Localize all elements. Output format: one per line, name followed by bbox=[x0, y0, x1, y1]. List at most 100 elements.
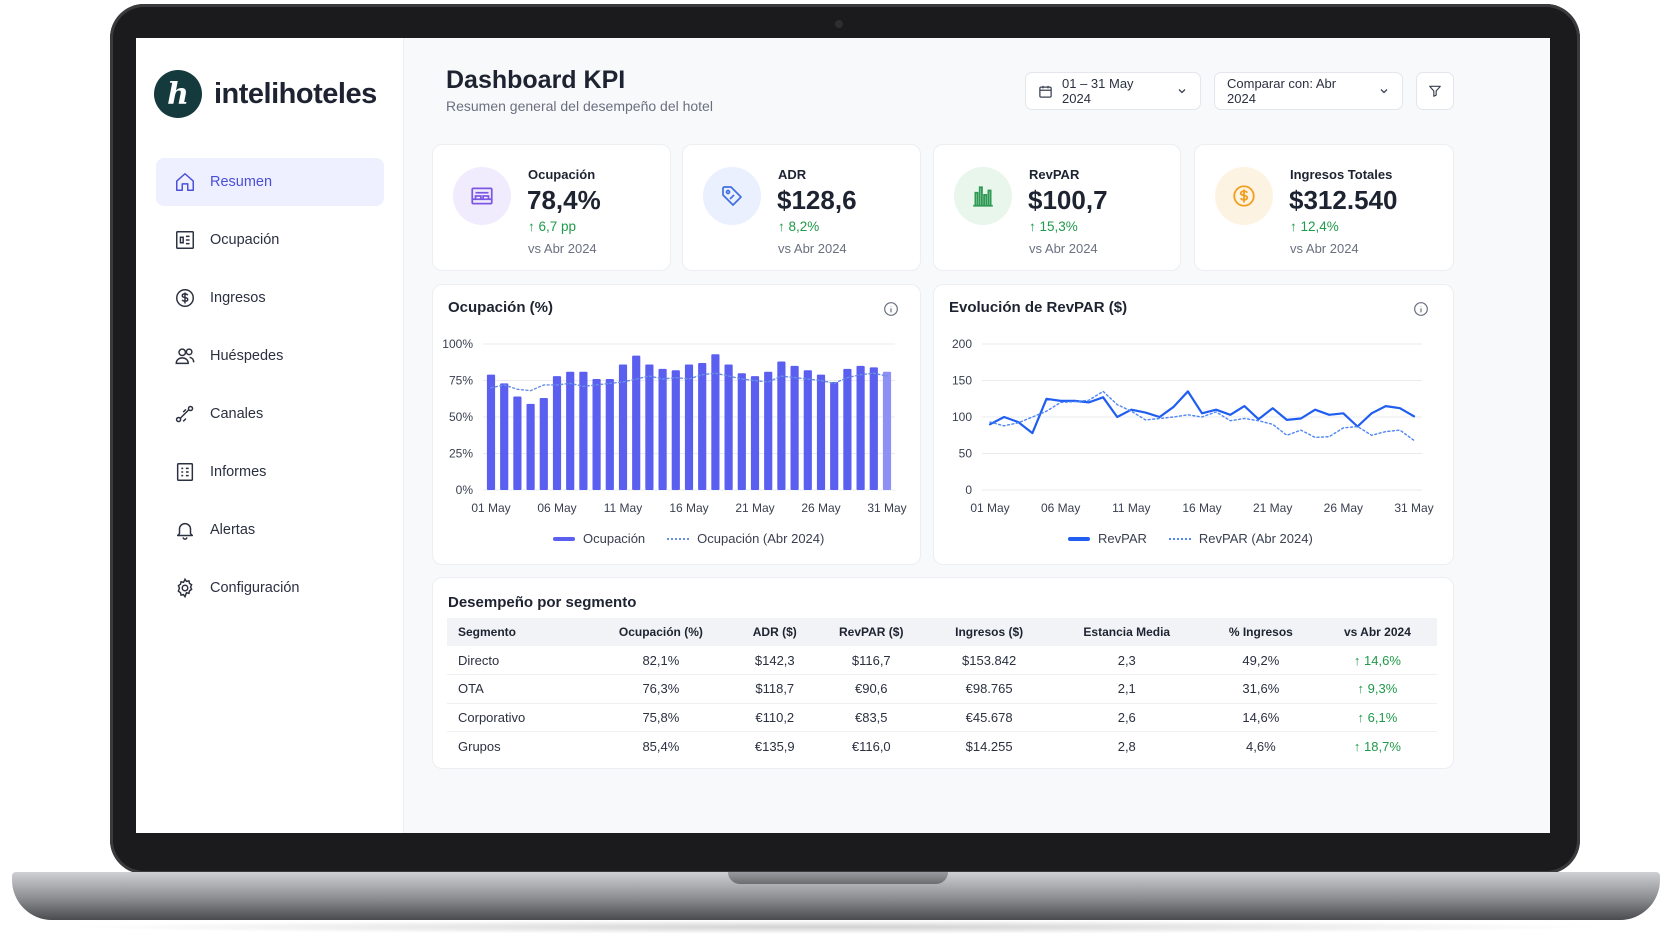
bar bbox=[803, 370, 812, 490]
y-tick-label: 0% bbox=[456, 483, 474, 497]
calendar-icon bbox=[1039, 85, 1052, 98]
y-tick-label: 25% bbox=[449, 447, 473, 461]
kpi-label: Ocupación bbox=[528, 167, 596, 182]
bar bbox=[579, 371, 588, 490]
legend-item-previous[interactable]: Ocupación (Abr 2024) bbox=[667, 531, 824, 546]
y-tick-label: 50% bbox=[449, 410, 473, 424]
y-tick-label: 50 bbox=[959, 447, 973, 461]
sidebar-item-label: Resumen bbox=[210, 174, 273, 190]
cell-occupancy: 85,4% bbox=[642, 738, 680, 754]
kpi-icon-bg bbox=[1215, 167, 1273, 225]
y-tick-label: 75% bbox=[449, 374, 473, 388]
compare-select[interactable]: Comparar con: Abr 2024 bbox=[1214, 72, 1403, 110]
info-icon[interactable] bbox=[883, 301, 899, 317]
cell-adr: $142,3 bbox=[735, 646, 814, 675]
sidebar: h intelihoteles Resumen Ocupación Ingres… bbox=[136, 38, 404, 833]
sidebar-item-canales[interactable]: Canales bbox=[156, 390, 384, 438]
revpar-chart: 0 50 100 150 200 01 May 06 May 11 May 16 May 21 M… bbox=[952, 337, 1434, 515]
table-row[interactable]: Corporativo 75,8% €110,2 €83,5 €45.678 2… bbox=[447, 703, 1437, 732]
brand-logo[interactable]: h intelihoteles bbox=[154, 70, 377, 118]
x-tick-label: 31 May bbox=[867, 501, 906, 515]
kpi-card-ingresos-totales[interactable]: Ingresos Totales $312.540 ↑ 12,4% vs Abr… bbox=[1194, 144, 1454, 271]
cell-revenue: €45.678 bbox=[928, 703, 1050, 732]
sidebar-item-configuracion[interactable]: Configuración bbox=[156, 564, 384, 612]
sidebar-item-label: Configuración bbox=[210, 580, 300, 596]
table-title: Desempeño por segmento bbox=[448, 594, 637, 611]
page-subtitle: Resumen general del desempeño del hotel bbox=[446, 98, 713, 114]
cell-revenue-share: 14,6% bbox=[1203, 703, 1318, 732]
chart-title: Evolución de RevPAR ($) bbox=[949, 299, 1128, 316]
kpi-delta: ↑ 12,4% bbox=[1290, 219, 1339, 234]
cell-adr: €110,2 bbox=[735, 703, 814, 732]
cell-vs-prev: ↑ 18,7% bbox=[1353, 738, 1401, 754]
legend-item-current[interactable]: RevPAR bbox=[1068, 531, 1147, 546]
sidebar-item-resumen[interactable]: Resumen bbox=[156, 158, 384, 206]
bar bbox=[764, 371, 773, 490]
column-header[interactable]: Ingresos ($) bbox=[928, 618, 1050, 646]
kpi-label: ADR bbox=[778, 167, 807, 182]
column-header[interactable]: Segmento bbox=[447, 618, 587, 646]
column-header[interactable]: Ocupación (%) bbox=[586, 618, 736, 646]
occupancy-chart: 0% 25% 50% 75% 100% 01 May 06 May 11 May 16 May 2… bbox=[442, 337, 906, 515]
kpi-card-adr[interactable]: ADR $128,6 ↑ 8,2% vs Abr 2024 bbox=[682, 144, 921, 271]
webcam bbox=[835, 20, 843, 28]
y-tick-label: 100 bbox=[952, 410, 972, 424]
bar bbox=[658, 368, 667, 490]
laptop-shadow bbox=[60, 920, 1612, 934]
filter-icon bbox=[1429, 85, 1441, 97]
channels-icon bbox=[175, 405, 194, 423]
sidebar-item-informes[interactable]: Informes bbox=[156, 448, 384, 496]
bar bbox=[500, 383, 509, 490]
x-tick-label: 06 May bbox=[537, 501, 576, 515]
kpi-card-revpar[interactable]: RevPAR $100,7 ↑ 15,3% vs Abr 2024 bbox=[933, 144, 1181, 271]
comparison-series-line bbox=[989, 390, 1415, 442]
chart-title: Ocupación (%) bbox=[448, 299, 554, 316]
sidebar-item-ingresos[interactable]: Ingresos bbox=[156, 274, 384, 322]
y-tick-label: 200 bbox=[952, 337, 972, 351]
arrow-up-icon: ↑ bbox=[1029, 219, 1040, 234]
column-header[interactable]: ADR ($) bbox=[735, 618, 814, 646]
kpi-delta: ↑ 8,2% bbox=[778, 219, 820, 234]
segment-table-card: Desempeño por segmento Segmento Ocupació… bbox=[432, 577, 1454, 769]
bar bbox=[737, 373, 746, 490]
cell-avg-stay: 2,6 bbox=[1049, 703, 1204, 732]
column-header[interactable]: vs Abr 2024 bbox=[1317, 618, 1437, 646]
bar bbox=[724, 364, 733, 490]
cell-vs-prev: ↑ 9,3% bbox=[1317, 674, 1437, 704]
date-range-select[interactable]: 01 – 31 May 2024 bbox=[1025, 72, 1201, 110]
chevron-down-icon bbox=[1380, 89, 1388, 94]
x-tick-label: 16 May bbox=[1182, 501, 1221, 515]
sidebar-item-huespedes[interactable]: Huéspedes bbox=[156, 332, 384, 380]
bell-icon bbox=[176, 522, 194, 540]
cell-avg-stay: 2,3 bbox=[1049, 646, 1204, 675]
arrow-up-icon: ↑ bbox=[778, 219, 789, 234]
kpi-card-ocupacion[interactable]: Ocupación 78,4% ↑ 6,7 pp vs Abr 2024 bbox=[432, 144, 671, 271]
column-header[interactable]: RevPAR ($) bbox=[813, 618, 929, 646]
bar bbox=[816, 374, 826, 490]
bar bbox=[486, 374, 496, 490]
occupancy-icon bbox=[176, 231, 194, 249]
legend-item-previous[interactable]: RevPAR (Abr 2024) bbox=[1168, 531, 1313, 546]
cell-segment: Corporativo bbox=[447, 703, 587, 732]
bar bbox=[566, 371, 575, 490]
column-header[interactable]: Estancia Media bbox=[1049, 618, 1204, 646]
table-row[interactable]: Directo 82,1% $142,3 $116,7 $153.842 2,3… bbox=[447, 646, 1437, 675]
column-header[interactable]: % Ingresos bbox=[1203, 618, 1318, 646]
info-icon[interactable] bbox=[1413, 301, 1429, 317]
bar bbox=[869, 367, 878, 490]
legend-item-current[interactable]: Ocupación bbox=[553, 531, 645, 546]
x-tick-label: 11 May bbox=[604, 501, 642, 515]
chart-legend: RevPAR RevPAR (Abr 2024) bbox=[1068, 531, 1335, 546]
x-tick-label: 26 May bbox=[1324, 501, 1363, 515]
table-header-row: Segmento Ocupación (%) ADR ($) RevPAR ($… bbox=[447, 618, 1437, 646]
sidebar-item-ocupacion[interactable]: Ocupación bbox=[156, 216, 384, 264]
table-row[interactable]: OTA 76,3% $118,7 €90,6 €98.765 2,1 31,6%… bbox=[447, 674, 1437, 704]
cell-vs-prev: ↑ 14,6% bbox=[1317, 646, 1437, 675]
sidebar-item-alertas[interactable]: Alertas bbox=[156, 506, 384, 554]
bar bbox=[711, 354, 720, 490]
table-row[interactable]: Grupos 85,4% €135,9 €116,0 $14.255 2,8 4… bbox=[447, 732, 1437, 761]
x-tick-label: 01 May bbox=[970, 501, 1009, 515]
cell-segment: Directo bbox=[447, 646, 587, 675]
kpi-icon-bg bbox=[453, 167, 511, 225]
filter-button[interactable] bbox=[1416, 72, 1454, 110]
